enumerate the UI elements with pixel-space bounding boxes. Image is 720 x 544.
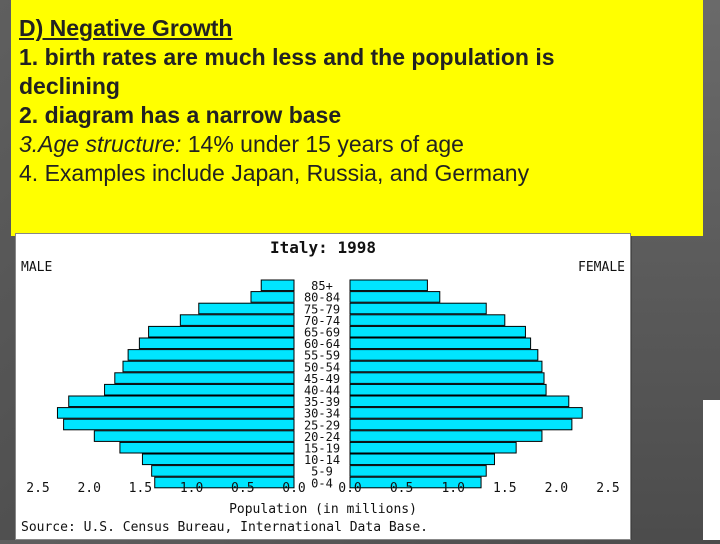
male-bar-10-14 xyxy=(141,453,295,466)
female-bar-60-64 xyxy=(349,337,532,350)
age-label-5-9: 5-9 xyxy=(311,465,333,479)
female-bar-40-44 xyxy=(349,383,547,396)
age-label-50-54: 50-54 xyxy=(304,360,340,374)
male-bar-75-79 xyxy=(198,302,295,315)
x-tick-left-0: 2.5 xyxy=(26,481,49,496)
point-3-value: 14% under 15 years of age xyxy=(181,131,464,157)
x-tick-right-5: 2.5 xyxy=(596,481,619,496)
female-bar-75-79 xyxy=(349,302,487,315)
female-bar-0-4 xyxy=(349,476,482,489)
male-bar-5-9 xyxy=(151,465,295,477)
female-bar-10-14 xyxy=(349,453,495,466)
male-bar-85+ xyxy=(260,279,295,292)
x-tick-right-2: 1.0 xyxy=(441,481,464,496)
age-label-25-29: 25-29 xyxy=(304,418,340,432)
female-bar-65-69 xyxy=(349,325,526,338)
x-tick-left-5: 0.0 xyxy=(282,481,305,496)
female-bar-50-54 xyxy=(349,360,543,373)
female-bar-35-39 xyxy=(349,395,570,408)
female-bar-5-9 xyxy=(349,465,487,477)
male-bar-25-29 xyxy=(63,418,295,431)
male-bar-50-54 xyxy=(122,360,295,373)
age-label-60-64: 60-64 xyxy=(304,337,340,351)
female-bar-15-19 xyxy=(349,441,517,454)
x-tick-right-4: 2.0 xyxy=(545,481,568,496)
male-bar-70-74 xyxy=(179,314,295,326)
male-label: MALE xyxy=(21,260,52,275)
female-bar-20-24 xyxy=(349,430,543,442)
male-bar-65-69 xyxy=(148,325,295,338)
male-bar-20-24 xyxy=(93,430,295,442)
x-tick-right-3: 1.5 xyxy=(493,481,516,496)
age-label-75-79: 75-79 xyxy=(304,302,340,316)
male-bar-30-34 xyxy=(56,407,295,419)
male-bar-80-84 xyxy=(250,291,295,303)
age-label-45-49: 45-49 xyxy=(304,372,340,386)
white-block xyxy=(703,400,720,540)
point-3-label: 3.Age structure: xyxy=(19,131,182,157)
population-pyramid-chart: Italy: 1998 MALE FEMALE 85+ 80-84 75-79 70-… xyxy=(15,233,631,540)
x-tick-left-2: 1.5 xyxy=(129,481,152,496)
female-bar-55-59 xyxy=(349,349,539,361)
age-label-20-24: 20-24 xyxy=(304,430,340,444)
age-label-80-84: 80-84 xyxy=(304,291,340,305)
x-axis-label: Population (in millions) xyxy=(229,502,417,517)
age-label-30-34: 30-34 xyxy=(304,407,340,421)
pyramid-svg: Italy: 1998 MALE FEMALE 85+80-8475-7970-… xyxy=(21,238,625,535)
x-tick-right-0: 0.0 xyxy=(338,481,361,496)
age-label-65-69: 65-69 xyxy=(304,326,340,340)
age-label-40-44: 40-44 xyxy=(304,384,340,398)
female-bar-30-34 xyxy=(349,407,583,419)
highlight-textbox: D) Negative Growth 1. birth rates are mu… xyxy=(11,0,703,236)
chart-title: Italy: 1998 xyxy=(270,238,376,257)
male-bar-45-49 xyxy=(114,372,295,384)
point-3: 3.Age structure: 14% under 15 years of a… xyxy=(19,130,695,159)
age-label-15-19: 15-19 xyxy=(304,442,340,456)
source-note: Source: U.S. Census Bureau, Internationa… xyxy=(21,520,428,535)
age-label-10-14: 10-14 xyxy=(304,453,340,467)
point-4: 4. Examples include Japan, Russia, and G… xyxy=(19,160,530,186)
age-label-0-4: 0-4 xyxy=(311,476,333,490)
female-label: FEMALE xyxy=(578,260,625,275)
female-bar-80-84 xyxy=(349,291,441,303)
male-bar-0-4 xyxy=(154,476,295,489)
x-tick-right-1: 0.5 xyxy=(390,481,413,496)
male-bar-55-59 xyxy=(127,349,295,361)
male-bar-60-64 xyxy=(138,337,295,350)
male-bar-15-19 xyxy=(119,441,295,454)
x-tick-left-3: 1.0 xyxy=(180,481,203,496)
age-label-35-39: 35-39 xyxy=(304,395,340,409)
age-label-55-59: 55-59 xyxy=(304,349,340,363)
point-2: 2. diagram has a narrow base xyxy=(19,102,342,128)
age-label-85+: 85+ xyxy=(311,279,333,293)
slide-heading: D) Negative Growth xyxy=(19,15,233,41)
male-bar-35-39 xyxy=(68,395,295,408)
point-1a: 1. birth rates are much less and the pop… xyxy=(19,44,555,70)
female-bar-70-74 xyxy=(349,314,506,326)
female-bar-85+ xyxy=(349,279,428,292)
age-label-70-74: 70-74 xyxy=(304,314,340,328)
female-bar-45-49 xyxy=(349,372,545,384)
point-1b: declining xyxy=(19,73,120,99)
male-bar-40-44 xyxy=(104,383,295,396)
x-tick-left-1: 2.0 xyxy=(77,481,100,496)
female-bar-25-29 xyxy=(349,418,573,431)
x-tick-left-4: 0.5 xyxy=(231,481,254,496)
